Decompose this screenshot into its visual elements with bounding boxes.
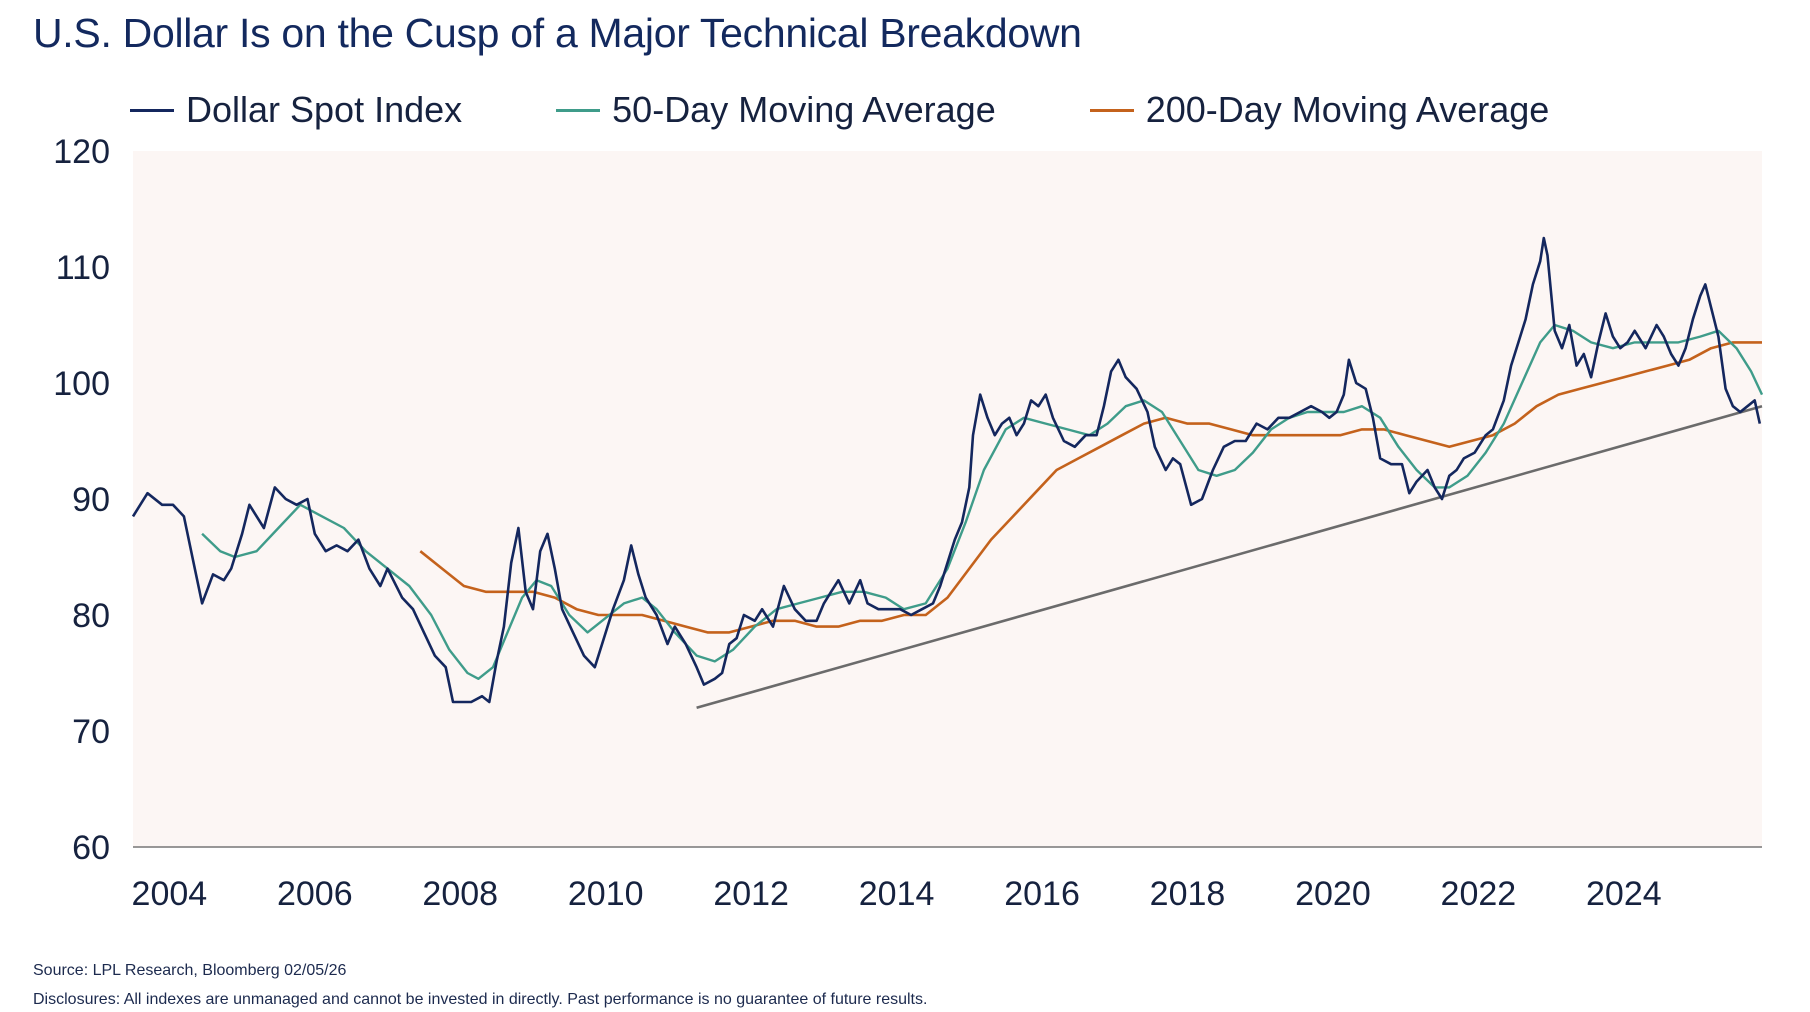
legend-label-ma200: 200-Day Moving Average (1145, 89, 1550, 130)
source-note: Source: LPL Research, Bloomberg 02/05/26 (33, 962, 347, 979)
legend-swatch-ma50 (556, 108, 601, 112)
y-tick-label: 70 (72, 713, 110, 751)
legend-swatch-ma200 (1089, 108, 1134, 112)
dollar-spot-index-line (131, 236, 1762, 704)
x-tick-label: 2016 (1004, 875, 1080, 913)
y-tick-label: 100 (53, 365, 110, 403)
y-tick-label: 110 (56, 249, 110, 287)
legend-item-dollar: Dollar Spot Index (130, 89, 462, 131)
legend-swatch-dollar (130, 108, 174, 112)
support-trendline (696, 404, 1763, 710)
legend-label-dollar: Dollar Spot Index (186, 89, 463, 130)
x-tick-label: 2006 (277, 875, 353, 913)
x-tick-label: 2022 (1441, 875, 1517, 913)
y-tick-label: 60 (72, 829, 110, 867)
series-lines (131, 236, 1764, 710)
ma200-line (419, 341, 1762, 634)
legend-item-ma50: 50-Day Moving Average (556, 89, 996, 131)
y-tick-label: 80 (72, 597, 110, 635)
x-tick-label: 2008 (422, 875, 498, 913)
ma50-line (201, 323, 1764, 680)
y-axis-ticks: 60 70 80 90 100 110 120 (53, 133, 110, 867)
legend-item-ma200: 200-Day Moving Average (1089, 89, 1550, 131)
chart-title: U.S. Dollar Is on the Cusp of a Major Te… (33, 10, 1082, 56)
x-tick-label: 2020 (1295, 875, 1371, 913)
plot-area (133, 151, 1762, 847)
legend-label-ma50: 50-Day Moving Average (612, 89, 996, 130)
disclosure-note: Disclosures: All indexes are unmanaged a… (33, 991, 928, 1008)
x-tick-label: 2004 (132, 875, 208, 913)
y-tick-label: 90 (72, 481, 110, 519)
y-tick-label: 120 (53, 133, 110, 171)
x-tick-label: 2012 (713, 875, 789, 913)
legend: Dollar Spot Index 50-Day Moving Average … (130, 88, 1643, 132)
x-axis-ticks: 2004 2006 2008 2010 2012 2014 2016 2018 2020 2022… (132, 875, 1662, 913)
x-tick-label: 2024 (1586, 875, 1662, 913)
x-tick-label: 2010 (568, 875, 644, 913)
x-tick-label: 2014 (859, 875, 935, 913)
x-tick-label: 2018 (1150, 875, 1226, 913)
